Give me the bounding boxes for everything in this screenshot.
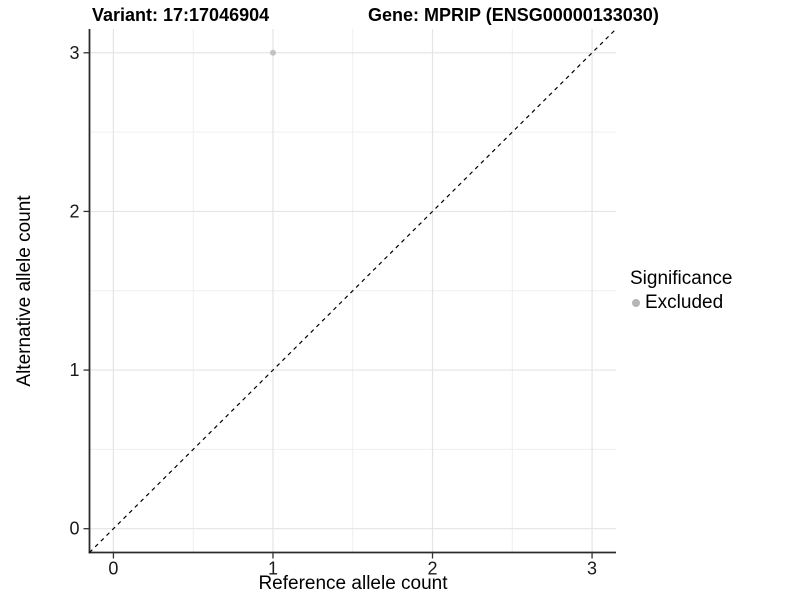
y-tick-label: 1 xyxy=(69,360,79,380)
data-point xyxy=(269,49,276,56)
variant-title: Variant: 17:17046904 xyxy=(92,5,270,25)
x-axis-title: Reference allele count xyxy=(258,573,448,594)
x-tick-label: 2 xyxy=(428,559,438,579)
identity-line xyxy=(89,28,617,553)
legend-title: Significance xyxy=(630,268,733,289)
gene-title: Gene: MPRIP (ENSG00000133030) xyxy=(368,5,659,25)
legend-item-label: Excluded xyxy=(645,292,724,313)
x-tick-label: 3 xyxy=(587,559,597,579)
legend: Significance Excluded xyxy=(630,268,732,314)
legend-point-icon xyxy=(632,299,640,307)
y-tick-label: 2 xyxy=(69,201,79,221)
y-tick-label: 3 xyxy=(69,43,79,63)
x-tick-label: 0 xyxy=(108,559,118,579)
legend-item-excluded: Excluded xyxy=(630,292,732,314)
x-tick-label: 1 xyxy=(268,559,278,579)
y-tick-label: 0 xyxy=(69,519,79,539)
